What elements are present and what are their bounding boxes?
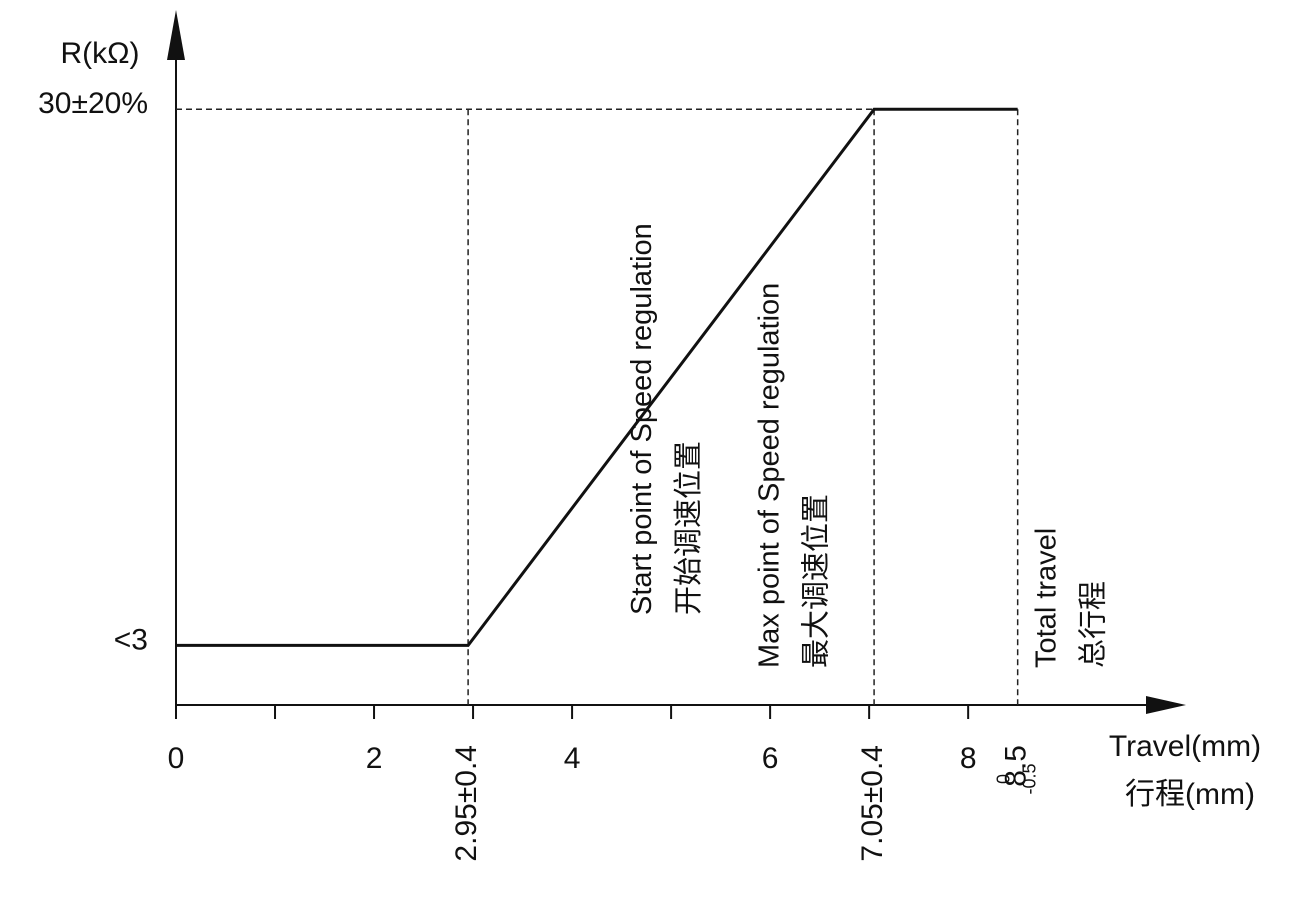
x-tick-label: 4 [564, 742, 581, 775]
y-tick-label: 30±20% [38, 87, 148, 120]
marker-text-cn: 最大调速位置 [800, 494, 833, 668]
x-axis-label: Travel(mm) [1109, 730, 1261, 763]
marker-label: 7.05±0.4 [856, 745, 889, 862]
marker-text: Start point of Speed regulation [626, 223, 658, 615]
tolerance-lower: -0.5 [1019, 763, 1039, 794]
x-tick-label: 8 [960, 742, 977, 775]
marker-text-cn: 总行程 [1076, 581, 1109, 668]
x-tick-label: 6 [762, 742, 779, 775]
data-line [176, 107, 1018, 647]
marker-label: 8.5 [1000, 745, 1033, 787]
tolerance: 0 -0.5 [993, 763, 1039, 794]
x-axis-arrow [1146, 696, 1186, 714]
x-tick-label: 0 [168, 742, 185, 775]
x-tick-label: 2 [366, 742, 383, 775]
y-tick-label: <3 [114, 623, 148, 656]
marker-text: Max point of Speed regulation [754, 283, 786, 668]
marker-text: Total travel [1030, 528, 1062, 668]
marker-label: 2.95±0.4 [450, 745, 483, 862]
y-axis-label: R(kΩ) [60, 37, 139, 70]
tolerance-upper: 0 [993, 774, 1013, 784]
y-axis-arrow [167, 10, 185, 60]
x-axis-label-cn: 行程(mm) [1125, 778, 1255, 811]
marker-text-cn: 开始调速位置 [672, 441, 705, 615]
